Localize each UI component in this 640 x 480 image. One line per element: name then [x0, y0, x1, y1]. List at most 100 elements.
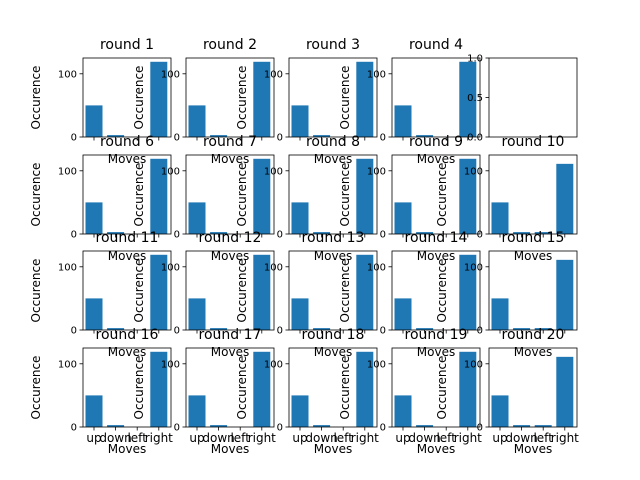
panel-10-bar-left [534, 232, 552, 234]
panel-19-bar-up [394, 395, 412, 427]
panel-3-axes-frame [288, 57, 378, 138]
panel-17-xlabel: Moves [211, 442, 249, 456]
panel-13-ytick-label-1: 100 [264, 262, 283, 273]
panel-12-ytick-label-0: 0 [174, 326, 180, 337]
panel-16-xtick-label-up: up [86, 431, 101, 445]
panel-5-axes-frame [488, 57, 578, 138]
panel-16-axes-frame [82, 347, 172, 428]
panel-15-bar-down [513, 328, 531, 330]
panel-2-bar-right [253, 61, 271, 137]
panel-15-ytick-label-1: 100 [464, 262, 483, 273]
panel-4-ylabel: Occurence [338, 66, 352, 130]
panel-17-ytick-label-0: 0 [174, 423, 180, 434]
panel-1-bar-up [85, 105, 103, 137]
panel-4-xlabel: Moves [417, 152, 455, 166]
panel-6-ytick-label-1: 100 [58, 166, 77, 177]
panel-3-title: round 3 [306, 37, 360, 53]
panel-16-bar-down [107, 425, 125, 427]
panel-18-axes-frame [288, 347, 378, 428]
panel-2-ytick-label-0: 0 [174, 133, 180, 144]
panel-14-ylabel: Occurence [338, 259, 352, 323]
panel-10-title: round 10 [502, 134, 565, 150]
panel-7-ylabel: Occurence [132, 163, 146, 227]
panel-8-ytick-label-0: 0 [277, 230, 283, 241]
panel-12-bar-down [210, 328, 228, 330]
panel-19-bar-down [416, 425, 434, 427]
panel-8-axes-frame [288, 154, 378, 235]
panel-11-xlabel: Moves [108, 345, 146, 359]
panel-4-title: round 4 [409, 37, 463, 53]
panel-3-bar-down [313, 135, 331, 137]
panel-15-ytick-label-0: 0 [477, 326, 483, 337]
panel-18-xtick-label-right: right [351, 431, 379, 445]
panel-12-xlabel: Moves [211, 345, 249, 359]
panel-2-xlabel: Moves [211, 152, 249, 166]
panel-16-xtick-label-left: left [127, 431, 147, 445]
panel-20-bar-left [534, 425, 552, 427]
panel-19-title: round 19 [405, 327, 468, 343]
panel-14-bar-right [459, 254, 477, 330]
panel-9-ytick-label-1: 100 [367, 166, 386, 177]
panel-12-ylabel: Occurence [132, 259, 146, 323]
panel-9-bar-down [416, 232, 434, 234]
panel-10-axes-frame [488, 154, 578, 235]
panel-8-ytick-label-1: 100 [264, 166, 283, 177]
panel-19-ytick-label-1: 100 [367, 359, 386, 370]
panel-11-bar-down [107, 328, 125, 330]
panel-1-ytick-label-0: 0 [71, 133, 77, 144]
panel-3-xlabel: Moves [314, 152, 352, 166]
panel-18-xtick-label-left: left [333, 431, 353, 445]
panel-8-xlabel: Moves [314, 249, 352, 263]
panel-9-title: round 9 [409, 134, 463, 150]
panel-1-title: round 1 [100, 37, 154, 53]
panel-19-ytick-label-0: 0 [380, 423, 386, 434]
panel-20-xtick-label-right: right [551, 431, 579, 445]
panel-17-xtick-label-up: up [189, 431, 204, 445]
panel-10-xlabel: Moves [514, 249, 552, 263]
panel-16-ytick-label-0: 0 [71, 423, 77, 434]
panel-8-title: round 8 [306, 134, 360, 150]
panel-18-xlabel: Moves [314, 442, 352, 456]
panel-9-axes-frame [391, 154, 481, 235]
panel-15-bar-left [534, 328, 552, 330]
panel-10-bar-up [491, 202, 509, 234]
panel-13-ytick-label-0: 0 [277, 326, 283, 337]
panel-20-xtick-label-left: left [533, 431, 553, 445]
panel-17-ylabel: Occurence [132, 356, 146, 420]
panel-17-xtick-label-right: right [248, 431, 276, 445]
panel-19-xtick-label-left: left [436, 431, 456, 445]
panel-8-bar-up [291, 202, 309, 234]
panel-11-ytick-label-1: 100 [58, 262, 77, 273]
panel-5-ytick-label-0: 0.0 [467, 133, 483, 144]
panel-6-bar-down [107, 232, 125, 234]
panel-4-ytick-label-1: 100 [367, 69, 386, 80]
panel-11-ylabel: Occurence [29, 259, 43, 323]
panel-19-xtick-label-down: down [408, 431, 440, 445]
panel-4-bar-right [459, 61, 477, 137]
panel-20-bar-up [491, 395, 509, 427]
panel-19-xlabel: Moves [417, 442, 455, 456]
panel-9-xlabel: Moves [417, 249, 455, 263]
panel-9-ytick-label-0: 0 [380, 230, 386, 241]
panel-14-title: round 14 [405, 230, 468, 246]
panel-10-bar-right [556, 163, 574, 234]
panel-19-xtick-label-right: right [454, 431, 482, 445]
panel-6-axes-frame [82, 154, 172, 235]
panel-4-axes-frame [391, 57, 481, 138]
panel-16-ytick-label-1: 100 [58, 359, 77, 370]
panel-13-bar-right [356, 254, 374, 330]
panel-17-axes-frame [185, 347, 275, 428]
panel-11-axes-frame [82, 250, 172, 331]
panel-12-bar-up [188, 298, 206, 330]
panel-17-bar-down [210, 425, 228, 427]
panel-7-bar-up [188, 202, 206, 234]
panel-3-ylabel: Occurence [235, 66, 249, 130]
panel-20-xlabel: Moves [514, 442, 552, 456]
panel-20-xtick-label-down: down [505, 431, 537, 445]
panel-16-title: round 16 [96, 327, 159, 343]
panel-8-bar-down [313, 232, 331, 234]
panel-6-xlabel: Moves [108, 249, 146, 263]
panel-17-bar-up [188, 395, 206, 427]
panel-19-bar-right [459, 351, 477, 427]
panel-9-bar-right [459, 158, 477, 234]
